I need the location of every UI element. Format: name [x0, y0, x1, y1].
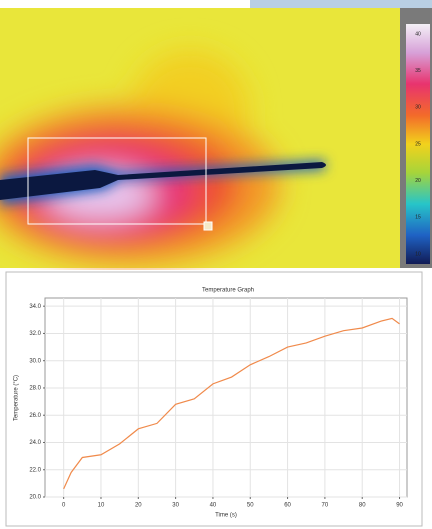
y-tick-label: 26.0 — [29, 413, 41, 419]
y-tick-label: 20.0 — [29, 495, 41, 501]
x-tick-label: 50 — [247, 503, 254, 509]
x-tick-label: 30 — [172, 503, 179, 509]
x-tick-label: 0 — [62, 503, 66, 509]
background-window — [250, 0, 432, 8]
thermal-view: 40 35 30 25 20 15 10 — [0, 0, 432, 268]
probe — [0, 162, 326, 200]
roi-handle[interactable] — [203, 221, 213, 231]
y-tick-label: 24.0 — [29, 440, 41, 446]
chart-title: Temperature Graph — [202, 288, 254, 294]
colorbar-label: 20 — [415, 178, 421, 184]
x-tick-label: 20 — [135, 503, 142, 509]
colorbar-label: 40 — [415, 31, 421, 37]
colorbar-label: 25 — [415, 141, 421, 147]
colorbar-label: 15 — [415, 215, 421, 221]
y-tick-label: 30.0 — [29, 358, 41, 364]
chart: Temperature Graph Time (s) Temperature (… — [5, 271, 423, 527]
x-tick-label: 10 — [98, 503, 105, 509]
y-tick-label: 22.0 — [29, 467, 41, 473]
y-tick-label: 32.0 — [29, 331, 41, 337]
x-tick-label: 90 — [396, 503, 403, 509]
colorbar-label: 30 — [415, 105, 421, 111]
chart-frame — [5, 271, 423, 527]
data-line — [63, 317, 400, 490]
colorbar — [406, 24, 430, 264]
y-axis-label: Temperature (°C) — [14, 375, 20, 421]
y-tick-label: 28.0 — [29, 386, 41, 392]
colorbar-label: 10 — [415, 251, 421, 257]
x-tick-label: 70 — [322, 503, 329, 509]
x-tick-label: 60 — [284, 503, 291, 509]
roi-box — [27, 137, 207, 225]
y-tick-label: 34.0 — [29, 304, 41, 310]
x-tick-label: 80 — [359, 503, 366, 509]
colorbar-label: 35 — [415, 68, 421, 74]
x-axis-label: Time (s) — [215, 513, 237, 519]
x-tick-label: 40 — [210, 503, 217, 509]
